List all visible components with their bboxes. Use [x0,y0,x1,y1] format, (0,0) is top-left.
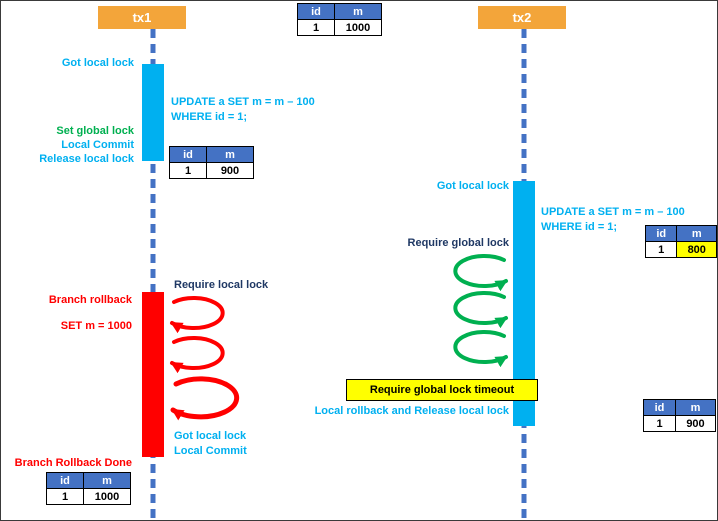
cell-m: 900 [206,162,254,179]
table-header-row: id m [297,3,382,20]
table-header-row: id m [644,225,717,242]
tx2-update-sql-line1: UPDATE a SET m = m – 100 [541,206,685,218]
header-cell-id: id [643,399,676,416]
header-cell-m: m [675,399,716,416]
table-data-row: 1 900 [169,162,254,179]
tx1-update-sql-line1: UPDATE a SET m = m – 100 [171,96,315,108]
red-loop-arrow [170,336,225,374]
tx1-set-global-lock-label: Set global lock [56,125,134,137]
header-cell-m: m [676,225,717,242]
cell-m-highlighted: 800 [676,241,717,258]
table-data-row: 1 1000 [297,19,382,36]
cell-id: 1 [46,488,84,505]
tx1-got-local-lock-label: Got local lock [61,57,134,69]
tx1-require-local-lock-label: Require local lock [174,279,269,291]
table-header-row: id m [169,146,254,163]
header-cell-m: m [334,3,382,20]
tx1-branch-rollback-label: Branch rollback [48,294,132,306]
tx2-update-result-table: id m 1 800 [644,225,717,258]
table-header-row: id m [46,472,131,489]
tx1-branch-rollback-done-label: Branch Rollback Done [14,457,132,469]
cell-id: 1 [644,241,678,258]
tx1-local-commit-2-label: Local Commit [174,445,247,457]
green-loop-arrow [453,254,508,292]
tx1-update-result-table: id m 1 900 [169,146,254,179]
header-cell-id: id [46,472,84,489]
tx2-require-global-lock-label: Require global lock [407,237,509,249]
header-cell-m: m [206,146,254,163]
cell-id: 1 [169,162,207,179]
tx1-local-commit-label: Local Commit [61,139,134,151]
cell-m: 1000 [334,19,382,36]
tx1-got-local-lock-2-label: Got local lock [174,430,247,442]
require-global-lock-timeout-box: Require global lock timeout [346,379,538,401]
header-cell-id: id [644,225,678,242]
tx1-header: tx1 [98,6,186,29]
tx1-update-sql-line2: WHERE id = 1; [171,111,248,123]
tx1-rollback-activation-bar [142,292,164,457]
cell-id: 1 [643,415,676,432]
require-global-lock-retry-arrows [453,254,508,368]
cell-id: 1 [297,19,335,36]
cell-m: 900 [675,415,716,432]
green-loop-arrow [453,330,508,368]
tx2-local-rollback-label: Local rollback and Release local lock [314,405,509,417]
table-data-row: 1 800 [644,241,717,258]
require-local-lock-retry-arrows [170,296,240,421]
tx1-rollback-result-table: id m 1 1000 [46,472,131,505]
tx2-rollback-result-table: id m 1 900 [643,399,716,432]
tx2-update-sql-line2: WHERE id = 1; [541,221,618,233]
header-cell-id: id [297,3,335,20]
tx2-got-local-lock-label: Got local lock [436,180,509,192]
cell-m: 1000 [83,488,131,505]
tx2-header: tx2 [478,6,566,29]
red-loop-arrow [170,296,225,334]
tx1-update-activation-bar [142,64,164,161]
red-loop-arrow [170,376,240,421]
tx1-set-m-label: SET m = 1000 [60,320,132,332]
header-cell-id: id [169,146,207,163]
header-cell-m: m [83,472,131,489]
tx1-release-local-lock-label: Release local lock [39,153,134,165]
table-data-row: 1 1000 [46,488,131,505]
initial-balance-table: id m 1 1000 [297,3,382,36]
green-loop-arrow [453,291,508,329]
table-data-row: 1 900 [643,415,716,432]
table-header-row: id m [643,399,716,416]
